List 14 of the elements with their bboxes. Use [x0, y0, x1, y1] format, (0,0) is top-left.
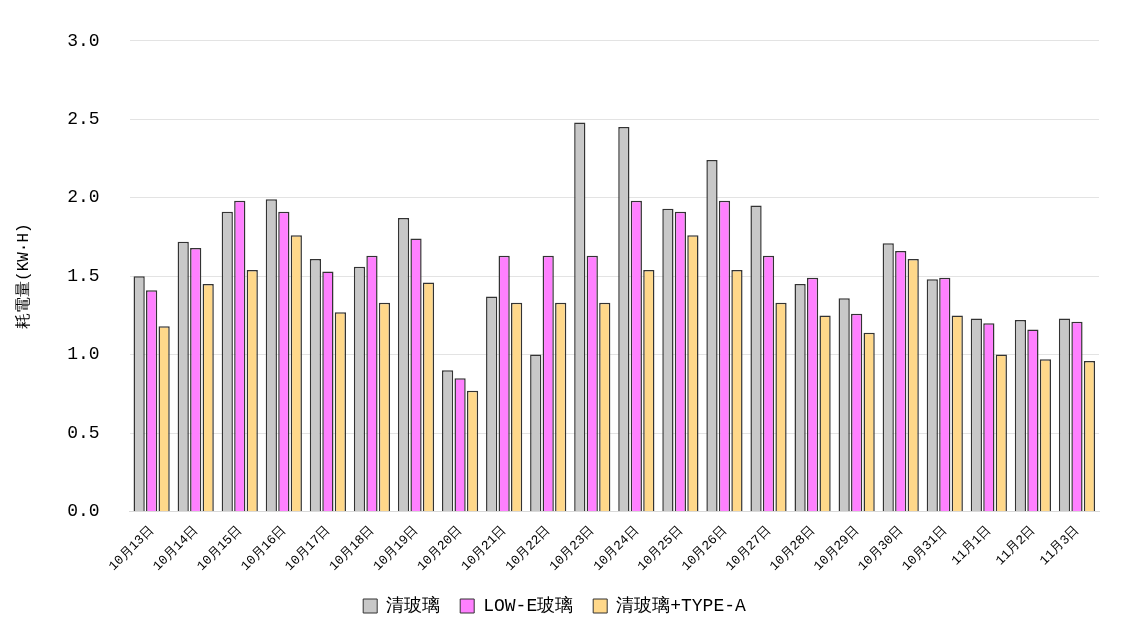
- y-tick-label: 3.0: [67, 30, 100, 51]
- y-tick-label: 1.0: [67, 344, 100, 365]
- y-tick-label: 2.5: [67, 109, 100, 130]
- y-tick-label: 0.0: [67, 501, 100, 522]
- x-tick-label: 11月2日: [992, 522, 1039, 569]
- legend-label: 清玻璃: [386, 594, 441, 616]
- y-axis-title: 耗電量(KW·H): [13, 223, 33, 329]
- x-tick-label: 11月3日: [1036, 522, 1083, 569]
- y-tick-label: 1.5: [67, 265, 100, 286]
- y-tick-label: 2.0: [67, 187, 100, 208]
- legend-label: LOW-E玻璃: [483, 594, 574, 616]
- y-tick-label: 0.5: [67, 422, 100, 443]
- x-tick-label: 11月1日: [948, 522, 995, 569]
- legend-label: 清玻璃+TYPE-A: [616, 594, 747, 616]
